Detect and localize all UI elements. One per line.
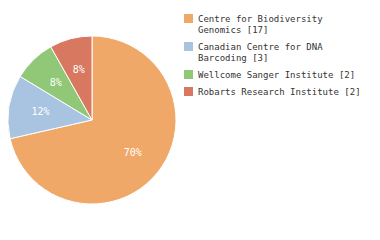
legend-swatch [184,70,193,79]
legend-label: Centre for BiodiversityGenomics [17] [198,14,323,35]
legend-label-line: Centre for Biodiversity [198,14,323,24]
legend-label-line: Barcoding [3] [198,53,268,63]
legend-label-line: Robarts Research Institute [2] [198,87,361,97]
legend-label-line: Canadian Centre for DNA [198,42,323,52]
legend-swatch [184,87,193,96]
legend: Centre for BiodiversityGenomics [17] Cana… [184,14,361,97]
data-label: 8% [73,64,85,75]
legend-label-line: Wellcome Sanger Institute [2] [198,70,355,80]
chart-container: 70% 12% 8% 8% Centre for BiodiversityGenomic… [0,0,380,240]
legend-swatch [184,42,193,51]
legend-label-line: Genomics [17] [198,25,268,35]
legend-label: Canadian Centre for DNABarcoding [3] [198,42,323,63]
legend-swatch [184,14,193,23]
data-label: 8% [50,77,62,88]
data-label: 12% [32,106,50,117]
data-label: 70% [124,147,142,158]
pie [8,36,176,204]
legend-label: Wellcome Sanger Institute [2] [198,70,355,80]
data-labels: 70% 12% 8% 8% [32,64,142,158]
chart: 70% 12% 8% 8% Centre for BiodiversityGenomic… [0,0,380,240]
legend-label: Robarts Research Institute [2] [198,87,361,97]
